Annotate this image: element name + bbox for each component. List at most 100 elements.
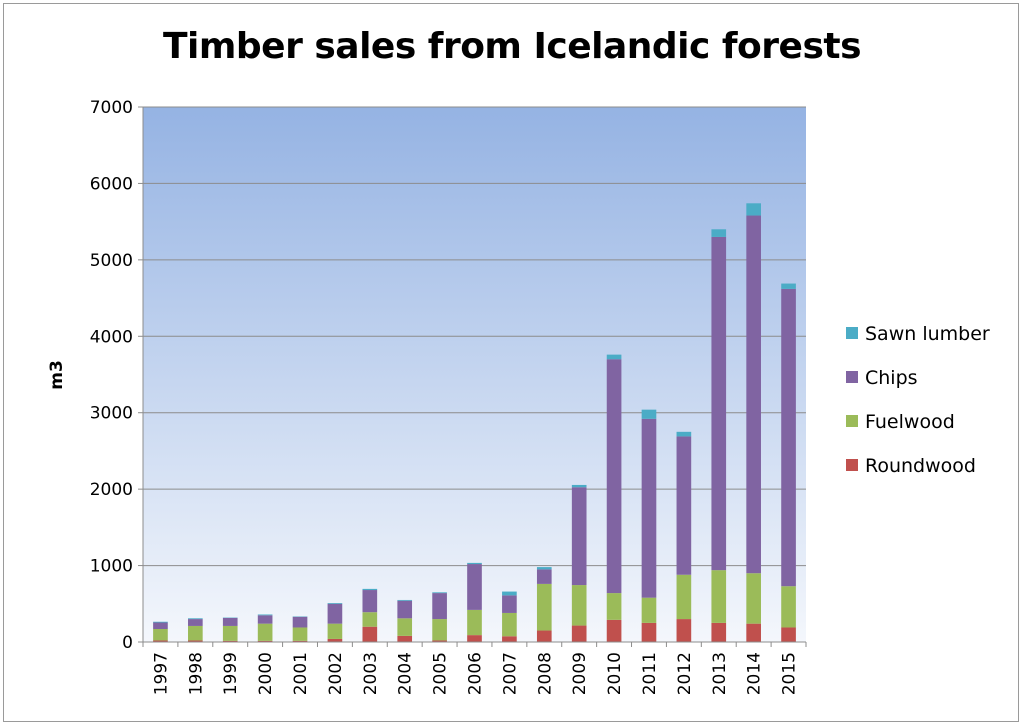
- bar-segment-sawn-lumber: [327, 603, 343, 604]
- x-tick-label: 1998: [186, 652, 206, 695]
- bar-segment-fuelwood: [432, 619, 447, 641]
- bar-segment-fuelwood: [641, 597, 657, 623]
- bar-segment-fuelwood: [188, 625, 203, 641]
- y-tick-label: 4000: [90, 327, 133, 347]
- bar-segment-chips: [362, 590, 378, 613]
- y-axis-label: m3: [47, 360, 67, 390]
- bar-segment-roundwood: [641, 622, 657, 642]
- bar-segment-sawn-lumber: [571, 484, 587, 488]
- x-tick-label: 2004: [396, 652, 416, 695]
- legend-label: Sawn lumber: [865, 323, 990, 345]
- legend: Sawn lumber Chips Fuelwood Roundwood: [846, 323, 990, 477]
- bar-segment-chips: [188, 619, 203, 626]
- bar-segment-roundwood: [153, 640, 168, 642]
- x-tick-label: 2013: [710, 652, 730, 695]
- bar-segment-chips: [257, 615, 273, 624]
- bar-segment-chips: [502, 595, 517, 613]
- x-tick-label: 2001: [291, 652, 311, 695]
- y-tick-label: 0: [122, 633, 133, 653]
- bar-segment-fuelwood: [781, 586, 796, 628]
- legend-swatch-sawn-lumber: [846, 327, 858, 339]
- bar-segment-fuelwood: [467, 609, 482, 636]
- axes: [142, 107, 807, 647]
- x-tick-label: 2012: [675, 652, 695, 695]
- bar-segment-sawn-lumber: [641, 409, 657, 419]
- bars: [153, 203, 796, 642]
- bar-segment-sawn-lumber: [153, 621, 168, 623]
- bar-segment-roundwood: [362, 626, 378, 642]
- bar-segment-roundwood: [467, 635, 482, 642]
- x-tick-label: 2014: [745, 652, 765, 695]
- x-tick-labels: 1997 1998 1999 2000 2001 2002 2003 2004 2005 2006…: [151, 652, 799, 695]
- bar-segment-sawn-lumber: [711, 229, 727, 237]
- bar-segment-sawn-lumber: [362, 588, 378, 591]
- bar-segment-roundwood: [502, 636, 517, 642]
- bar-segment-chips: [397, 600, 413, 619]
- y-tick-label: 1000: [90, 557, 133, 577]
- plot-area: [143, 107, 806, 642]
- bar-segment-fuelwood: [676, 574, 692, 620]
- bar-segment-roundwood: [292, 640, 308, 642]
- x-tick-label: 2011: [640, 652, 660, 695]
- bar-segment-roundwood: [781, 627, 796, 642]
- bar-segment-sawn-lumber: [676, 431, 692, 437]
- x-tick-label: 1999: [221, 652, 241, 695]
- bar-segment-roundwood: [432, 640, 447, 642]
- bar-segment-fuelwood: [327, 623, 343, 639]
- legend-swatch-roundwood: [846, 459, 858, 471]
- bar-segment-sawn-lumber: [502, 591, 517, 596]
- bar-segment-fuelwood: [536, 583, 552, 631]
- x-tick-label: 2009: [570, 652, 590, 695]
- bar-segment-chips: [571, 487, 587, 586]
- bar-segment-sawn-lumber: [432, 592, 447, 594]
- bar-segment-fuelwood: [711, 570, 727, 623]
- bar-segment-roundwood: [536, 630, 552, 642]
- bar-segment-roundwood: [746, 623, 761, 642]
- bar-segment-roundwood: [711, 622, 727, 642]
- legend-label: Roundwood: [865, 455, 976, 477]
- bar-segment-roundwood: [327, 638, 343, 642]
- bar-segment-fuelwood: [153, 629, 168, 641]
- x-tick-label: 1997: [151, 652, 171, 695]
- bar-segment-fuelwood: [257, 623, 273, 641]
- bar-segment-roundwood: [606, 619, 622, 642]
- bar-segment-chips: [327, 603, 343, 624]
- bar-segment-chips: [781, 288, 796, 587]
- bar-segment-fuelwood: [571, 585, 587, 626]
- x-tick-label: 2006: [466, 652, 486, 695]
- bar-segment-chips: [153, 622, 168, 630]
- bar-segment-sawn-lumber: [257, 614, 273, 616]
- bar-segment-chips: [222, 617, 238, 626]
- x-tick-label: 2008: [535, 652, 555, 695]
- bar-segment-roundwood: [222, 640, 238, 642]
- legend-label: Fuelwood: [865, 411, 955, 433]
- legend-swatch-chips: [846, 371, 858, 383]
- bar-segment-sawn-lumber: [188, 618, 203, 620]
- bar-segment-sawn-lumber: [746, 203, 761, 216]
- bar-segment-fuelwood: [362, 612, 378, 627]
- x-tick-label: 2010: [605, 652, 625, 695]
- chart-title: Timber sales from Icelandic forests: [162, 26, 862, 67]
- bar-segment-sawn-lumber: [467, 562, 482, 565]
- y-tick-label: 7000: [90, 98, 133, 118]
- bar-segment-fuelwood: [606, 593, 622, 620]
- bar-segment-chips: [746, 215, 761, 574]
- bar-segment-chips: [711, 236, 727, 571]
- bar-segment-roundwood: [257, 640, 273, 642]
- bar-segment-roundwood: [676, 619, 692, 642]
- x-tick-label: 2007: [500, 652, 520, 695]
- bar-segment-chips: [467, 564, 482, 610]
- bar-segment-roundwood: [188, 640, 203, 642]
- bar-segment-sawn-lumber: [397, 599, 413, 601]
- bar-segment-chips: [536, 569, 552, 584]
- bar-segment-chips: [641, 418, 657, 598]
- y-tick-label: 3000: [90, 404, 133, 424]
- bar-segment-roundwood: [397, 635, 413, 642]
- bar-segment-fuelwood: [222, 625, 238, 641]
- bar-segment-chips: [606, 359, 622, 594]
- bar-segment-fuelwood: [292, 627, 308, 641]
- bar-segment-chips: [676, 436, 692, 575]
- bar-segment-roundwood: [571, 625, 587, 642]
- legend-swatch-fuelwood: [846, 415, 858, 427]
